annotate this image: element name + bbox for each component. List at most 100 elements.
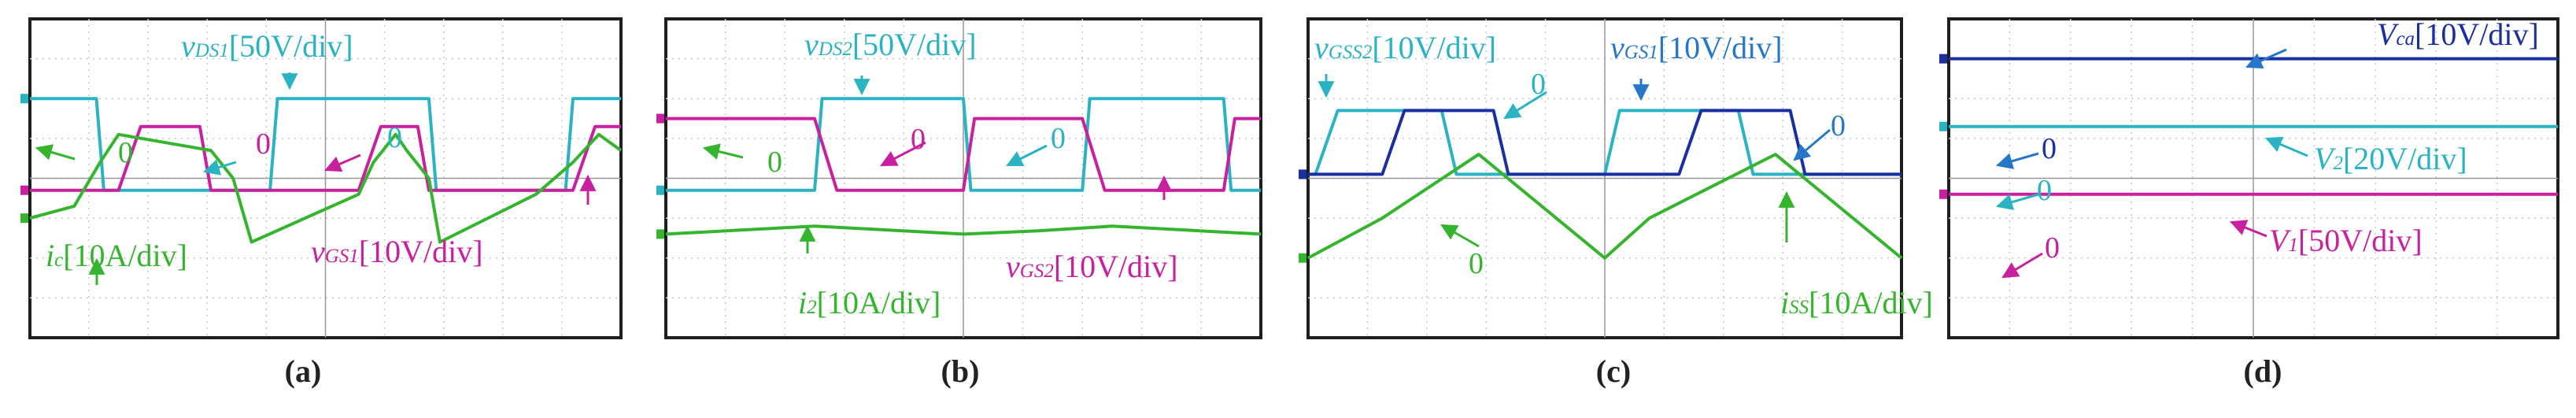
annotation-arrow	[35, 144, 76, 161]
signal-subscript: DS1	[194, 40, 229, 61]
panel-label-b: (b)	[941, 353, 980, 389]
signal-scale: [10V/div]	[359, 234, 483, 269]
annotation-label: vGS1[10V/div]	[1610, 30, 1783, 65]
zero-level-label: 0	[1469, 247, 1484, 280]
annotation-label: iSS[10A/div]	[1780, 285, 1933, 320]
signal-scale: [10A/div]	[1809, 285, 1933, 320]
annotation-arrow	[2265, 136, 2308, 157]
signal-subscript: 1	[2288, 235, 2298, 256]
signal-scale: [10A/div]	[63, 238, 187, 273]
annotation-label: 0	[1831, 109, 1846, 142]
signal-symbol: v	[804, 27, 819, 62]
annotation-arrow	[324, 154, 361, 172]
zero-level-label: 0	[2037, 174, 2052, 207]
channel-marker	[1939, 121, 1947, 131]
zero-level-label: 0	[767, 146, 782, 179]
zero-level-label: 0	[911, 123, 926, 156]
annotation-arrow	[2230, 220, 2267, 238]
annotation-label: 0	[118, 136, 133, 169]
zero-level-label: 0	[118, 136, 133, 169]
signal-subscript: DS2	[818, 39, 852, 60]
waveform-b-2	[666, 117, 1261, 192]
annotation-label: vDS2[50V/div]	[804, 27, 977, 62]
annotation-arrow	[1440, 224, 1480, 248]
annotation-label: 0	[911, 123, 926, 156]
signal-symbol: i	[1780, 285, 1789, 320]
waveform-a-3	[29, 132, 623, 244]
waveform-b-3	[665, 224, 1262, 236]
signal-subscript: SS	[1789, 297, 1809, 318]
zero-level-label: 0	[1051, 122, 1066, 155]
waveform-c-2	[1308, 109, 1902, 176]
signal-subscript: 2	[807, 297, 817, 318]
channel-marker	[1299, 169, 1306, 179]
signal-scale: [10V/div]	[2415, 17, 2539, 52]
waveform-b-1	[666, 97, 1261, 192]
signal-subscript: GS2	[1020, 261, 1054, 282]
waveform-c-3	[1307, 153, 1903, 260]
signal-symbol: V	[2377, 17, 2400, 52]
channel-marker	[1299, 253, 1306, 263]
annotation-label: 0	[1051, 122, 1066, 155]
signal-symbol: v	[181, 28, 195, 64]
annotation-label: V1[50V/div]	[2269, 223, 2423, 258]
annotation-label: 0	[2037, 174, 2052, 207]
signal-symbol: i	[46, 238, 54, 273]
channel-marker	[1939, 189, 1947, 199]
annotation-arrow	[1006, 144, 1048, 167]
annotation-arrow	[2245, 48, 2287, 68]
channel-marker	[1939, 54, 1947, 64]
annotation-label: vGS2[10V/div]	[1006, 249, 1178, 284]
annotation-label: ic[10A/div]	[46, 238, 187, 273]
annotation-label: Vca[10V/div]	[2377, 17, 2539, 52]
annotation-label: 0	[1531, 68, 1546, 101]
signal-scale: [50V/div]	[229, 28, 353, 64]
signal-symbol: i	[798, 285, 807, 320]
annotation-label: 0	[767, 146, 782, 179]
signal-symbol: v	[1006, 249, 1020, 284]
panel-label-d: (d)	[2243, 353, 2282, 389]
annotation-label: 0	[387, 121, 402, 154]
annotation-label: 0	[256, 128, 271, 161]
channel-marker	[20, 185, 28, 195]
signal-scale: [10V/div]	[1372, 30, 1496, 65]
zero-level-label: 0	[2042, 132, 2057, 165]
annotation-label: vDS1[50V/div]	[181, 28, 353, 64]
signal-subscript: c	[54, 250, 63, 271]
annotation-label: vGSS2[10V/div]	[1314, 30, 1496, 65]
annotation-label: V2[20V/div]	[2314, 141, 2467, 176]
scope-panel-c: vGSS2[10V/div] vGS1[10V/div]iSS[10A/div]0…	[1299, 17, 1933, 339]
annotation-label: 0	[2045, 231, 2060, 264]
signal-symbol: V	[2269, 223, 2292, 258]
annotation-arrow	[2001, 252, 2043, 279]
signal-subscript: GS1	[325, 246, 359, 267]
signal-symbol: v	[1610, 30, 1624, 65]
signal-scale: [10V/div]	[1658, 30, 1783, 65]
scope-panel-b: vDS2[50V/div] vGS2[10V/div] i2[10A/div] 0 0 0	[656, 17, 1262, 339]
zero-level-label: 0	[2045, 231, 2060, 264]
channel-marker	[656, 229, 664, 239]
panel-label-c: (c)	[1595, 353, 1632, 389]
zero-level-label: 0	[387, 121, 402, 154]
zero-level-label: 0	[1531, 68, 1546, 101]
channel-marker	[656, 185, 664, 195]
annotation-label: 0	[2042, 132, 2057, 165]
scope-grid-d	[1949, 19, 2558, 338]
annotation-arrow	[1995, 193, 2039, 210]
signal-symbol: V	[2314, 141, 2337, 176]
annotation-arrow	[702, 143, 744, 160]
signal-scale: [50V/div]	[2298, 223, 2423, 258]
signal-scale: [10A/div]	[817, 285, 941, 320]
signal-subscript: GS1	[1624, 42, 1658, 63]
zero-level-label: 0	[256, 128, 271, 161]
annotation-arrow	[1793, 128, 1831, 161]
signal-symbol: v	[311, 234, 325, 269]
zero-level-label: 0	[1831, 109, 1846, 142]
annotation-label: i2[10A/div]	[798, 285, 941, 320]
scope-grid-a	[30, 19, 621, 338]
channel-marker	[656, 113, 664, 124]
signal-subscript: GSS2	[1329, 42, 1373, 63]
channel-marker	[20, 94, 28, 104]
signal-subscript: 2	[2333, 153, 2343, 174]
